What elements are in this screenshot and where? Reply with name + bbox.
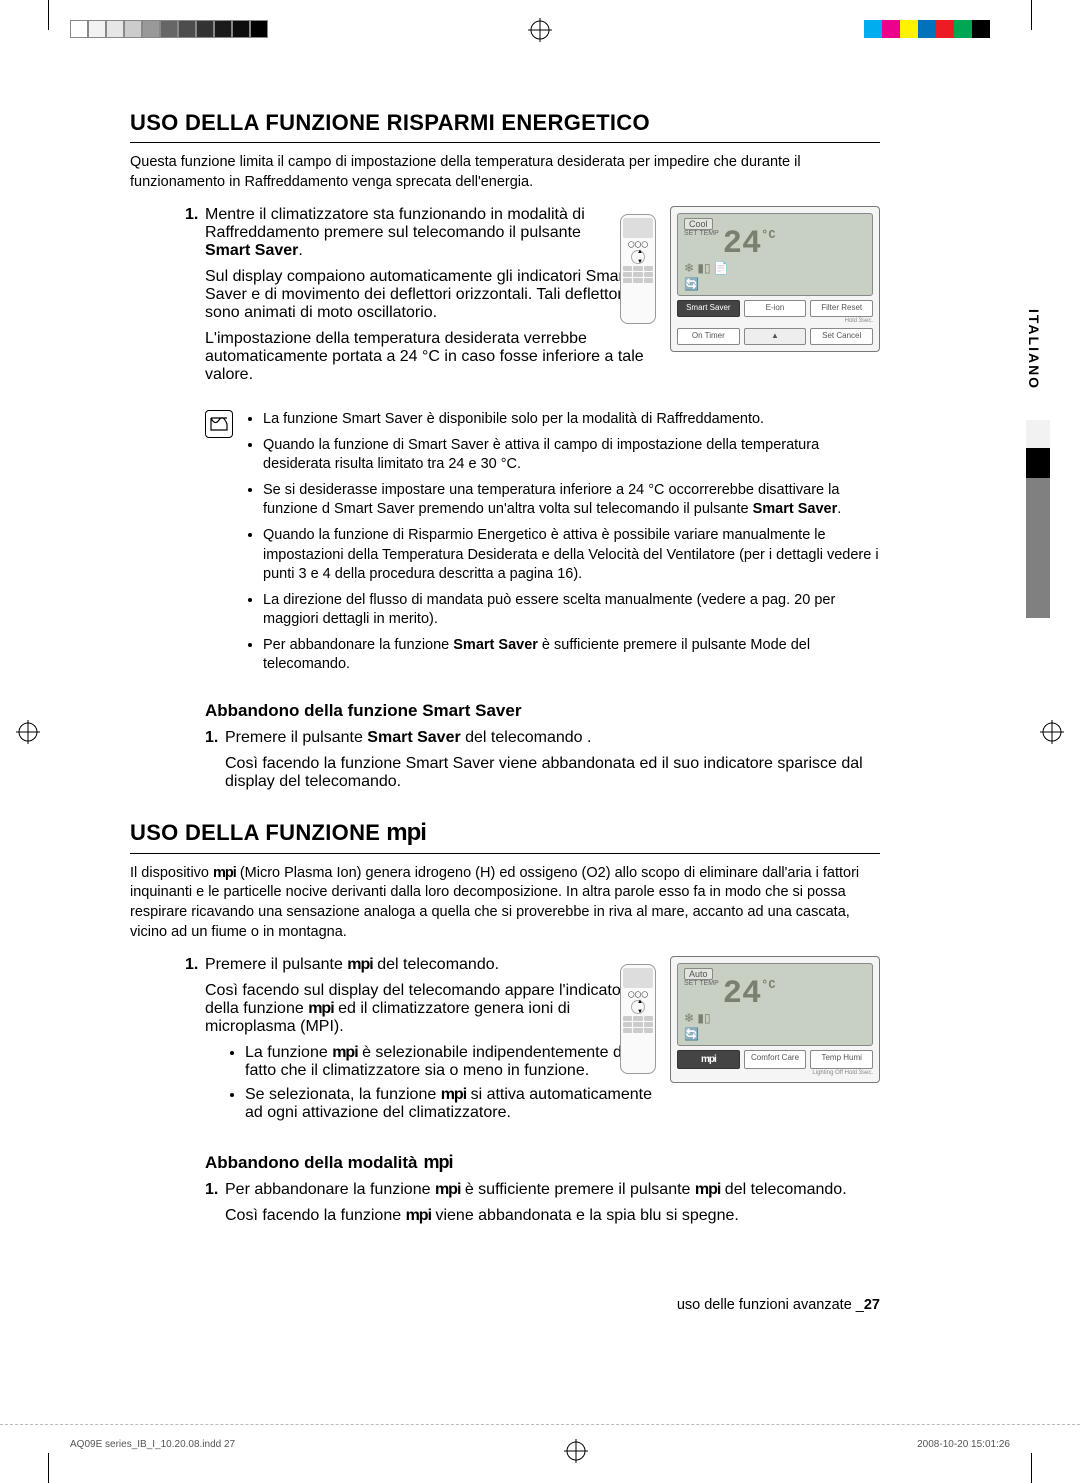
btn-on-timer: On Timer: [677, 328, 740, 345]
mini-remote-icon: ◯◯◯ ▲ ▼: [620, 214, 656, 324]
language-label: ITALIANO: [1026, 290, 1042, 410]
cancel-mpi-p2: Così facendo la funzione mpi viene abban…: [225, 1207, 880, 1225]
section2-intro: Il dispositivo mpi (Micro Plasma Ion) ge…: [130, 864, 880, 942]
section1-heading: USO DELLA FUNZIONE RISPARMI ENERGETICO: [130, 110, 880, 143]
section2-bullet2: Se selezionata, la funzione mpi si attiv…: [245, 1086, 654, 1122]
lcd-display: Cool SET TEMP 24°C ❄ ▮▯ 📄 🔄: [677, 213, 873, 296]
btn-filter-reset: Filter Reset: [810, 300, 873, 317]
step1-bold: Smart Saver: [205, 242, 298, 259]
print-timestamp: 2008-10-20 15:01:26: [917, 1439, 1010, 1463]
note-item: Se si desiderasse impostare una temperat…: [263, 481, 880, 520]
note-icon: [205, 410, 233, 438]
btn-set-cancel: Set Cancel: [810, 328, 873, 345]
mpi-logo: mpi: [386, 819, 426, 847]
section1-intro: Questa funzione limita il campo di impos…: [130, 153, 880, 192]
print-footer: AQ09E series_IB_I_10.20.08.indd 27 2008-…: [0, 1424, 1080, 1463]
step1-text-a: Mentre il climatizzatore sta funzionando…: [205, 206, 585, 241]
page-footer: uso delle funzioni avanzate _27: [677, 1297, 880, 1313]
notes-list: La funzione Smart Saver è disponibile so…: [243, 410, 880, 681]
section2-step1: 1. Premere il pulsante mpi del telecoman…: [205, 956, 654, 1122]
language-tab: ITALIANO: [1026, 290, 1050, 620]
note-item: La direzione del flusso di mandata può e…: [263, 591, 880, 630]
figure-remote-smartsaver: ◯◯◯ ▲ ▼ Cool SET TEMP 24°C ❄ ▮▯ 📄 🔄: [670, 206, 880, 394]
section2-step1-p2: Così facendo sul display del telecomando…: [205, 982, 654, 1036]
btn-eion: E-ion: [744, 300, 807, 317]
note-box: La funzione Smart Saver è disponibile so…: [130, 410, 880, 681]
lcd-display: Auto SET TEMP 24°C ❄ ▮▯ 🔄: [677, 963, 873, 1046]
grayscale-bar: [70, 20, 268, 38]
step1-para2: Sul display compaiono automaticamente gl…: [205, 268, 654, 322]
cancel-para2: Così facendo la funzione Smart Saver vie…: [225, 755, 880, 791]
cancel-mpi-heading: Abbandono della modalità mpi: [130, 1152, 880, 1173]
section1-step1: 1. Mentre il climatizzatore sta funziona…: [205, 206, 654, 384]
step1-para3: L'impostazione della temperatura desider…: [205, 330, 654, 384]
btn-arrow-up: ▲: [744, 328, 807, 345]
note-item: Quando la funzione di Smart Saver è atti…: [263, 436, 880, 475]
btn-comfort: Comfort Care: [744, 1050, 807, 1069]
registration-mark-left: [16, 720, 40, 744]
registration-mark-right: [1040, 720, 1064, 744]
crop-mark: [48, 0, 49, 30]
cancel-smartsaver-heading: Abbandono della funzione Smart Saver: [130, 701, 880, 721]
mini-remote-icon: ◯◯◯ ▲ ▼: [620, 964, 656, 1074]
step-number: 1.: [185, 206, 198, 224]
color-bar: [864, 20, 990, 38]
cancel-mpi-step1: 1. Per abbandonare la funzione mpi è suf…: [225, 1181, 880, 1225]
cancel-step1: 1. Premere il pulsante Smart Saver del t…: [225, 729, 880, 791]
crop-mark: [1031, 0, 1032, 30]
registration-mark-bottom: [564, 1439, 588, 1463]
section2-heading: USO DELLA FUNZIONE mpi: [130, 819, 880, 854]
btn-smart-saver: Smart Saver: [677, 300, 740, 317]
registration-mark-top: [528, 18, 552, 42]
print-filename: AQ09E series_IB_I_10.20.08.indd 27: [70, 1439, 235, 1463]
note-item: Per abbandonare la funzione Smart Saver …: [263, 636, 880, 675]
btn-temp-humi: Temp Humi: [810, 1050, 873, 1069]
print-marks-top: [0, 0, 1080, 60]
section2-bullet1: La funzione mpi è selezionabile indipend…: [245, 1044, 654, 1080]
page-content: USO DELLA FUNZIONE RISPARMI ENERGETICO Q…: [130, 110, 880, 1233]
note-item: Quando la funzione di Risparmio Energeti…: [263, 526, 880, 585]
figure-remote-mpi: ◯◯◯ ▲ ▼ Auto SET TEMP 24°C ❄ ▮▯ 🔄: [670, 956, 880, 1132]
btn-mpi: mpi: [677, 1050, 740, 1069]
note-item: La funzione Smart Saver è disponibile so…: [263, 410, 880, 430]
